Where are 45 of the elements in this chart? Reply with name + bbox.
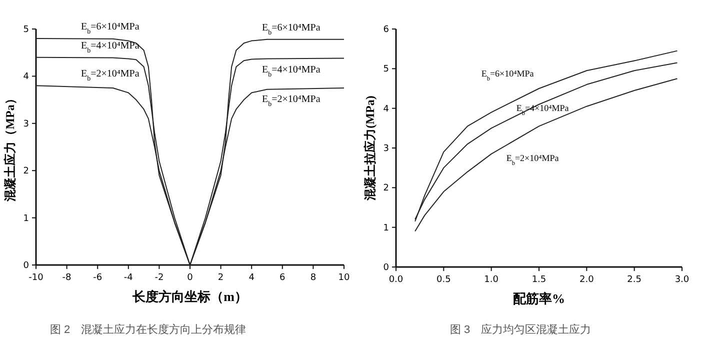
x-tick-label: -10 [28, 273, 44, 283]
x-tick-label: 0 [187, 273, 194, 283]
text: 图 3 应力均匀区混凝土应力 [450, 323, 592, 336]
x-tick-label: 1.5 [532, 275, 546, 285]
x-tick-label: 2.0 [580, 275, 594, 285]
series-label: E$_{b}$=2×10⁴MPa [262, 94, 321, 108]
x-tick-label: 2.5 [627, 275, 642, 285]
series-label: E$_{b}$=2×10⁴MPa [506, 152, 559, 166]
x-tick-label: 1.0 [484, 275, 499, 285]
y-tick-label: 4 [23, 72, 30, 82]
y-tick-label: 0 [23, 261, 30, 271]
x-tick-label: 4 [248, 273, 255, 283]
y-tick-label: 5 [23, 25, 29, 35]
y-tick-label: 2 [383, 184, 389, 194]
y-tick-label: 6 [383, 25, 390, 35]
series-label: E$_{b}$=6×10⁴MPa [481, 68, 534, 82]
x-axis-title: 配筋率% [513, 291, 565, 306]
y-axis-title: 混凝土应力（MPa） [3, 92, 17, 202]
x-tick-label: 0.5 [436, 275, 451, 285]
x-tick-label: 10 [338, 273, 350, 283]
text: E$_{b}$=6×10⁴MPa [81, 21, 140, 36]
text: E$_{b}$=4×10⁴MPa [262, 64, 320, 78]
y-tick-label: 3 [23, 119, 29, 130]
x-tick-label: -6 [93, 273, 102, 283]
text: 图 2 混凝土应力在长度方向上分布规律 [50, 323, 246, 336]
series-label: E$_{b}$=4×10⁴MPa [81, 40, 140, 54]
y-tick-label: 3 [383, 144, 389, 154]
x-tick-label: 0.0 [388, 275, 404, 285]
text: E$_{b}$=2×10⁴MPa [81, 68, 140, 83]
y-tick-label: 5 [383, 64, 389, 75]
y-axis-title: 混凝土拉应力(MPa) [363, 96, 377, 202]
y-tick-label: 0 [383, 263, 390, 273]
x-tick-label: -8 [62, 273, 72, 283]
x-tick-label: -2 [154, 273, 164, 283]
y-tick-label: 2 [23, 166, 29, 177]
x-tick-label: -4 [124, 273, 134, 283]
y-tick-label: 1 [23, 214, 29, 224]
series-label: E$_{b}$=6×10⁴MPa [262, 22, 321, 36]
x-tick-label: 2 [218, 273, 224, 283]
x-axis-title: 长度方向坐标（m） [132, 289, 248, 304]
x-tick-label: 8 [310, 273, 316, 283]
x-tick-label: 6 [280, 273, 286, 283]
x-tick-label: 3.0 [674, 275, 690, 285]
y-tick-label: 4 [383, 104, 390, 114]
y-tick-label: 1 [383, 223, 389, 234]
